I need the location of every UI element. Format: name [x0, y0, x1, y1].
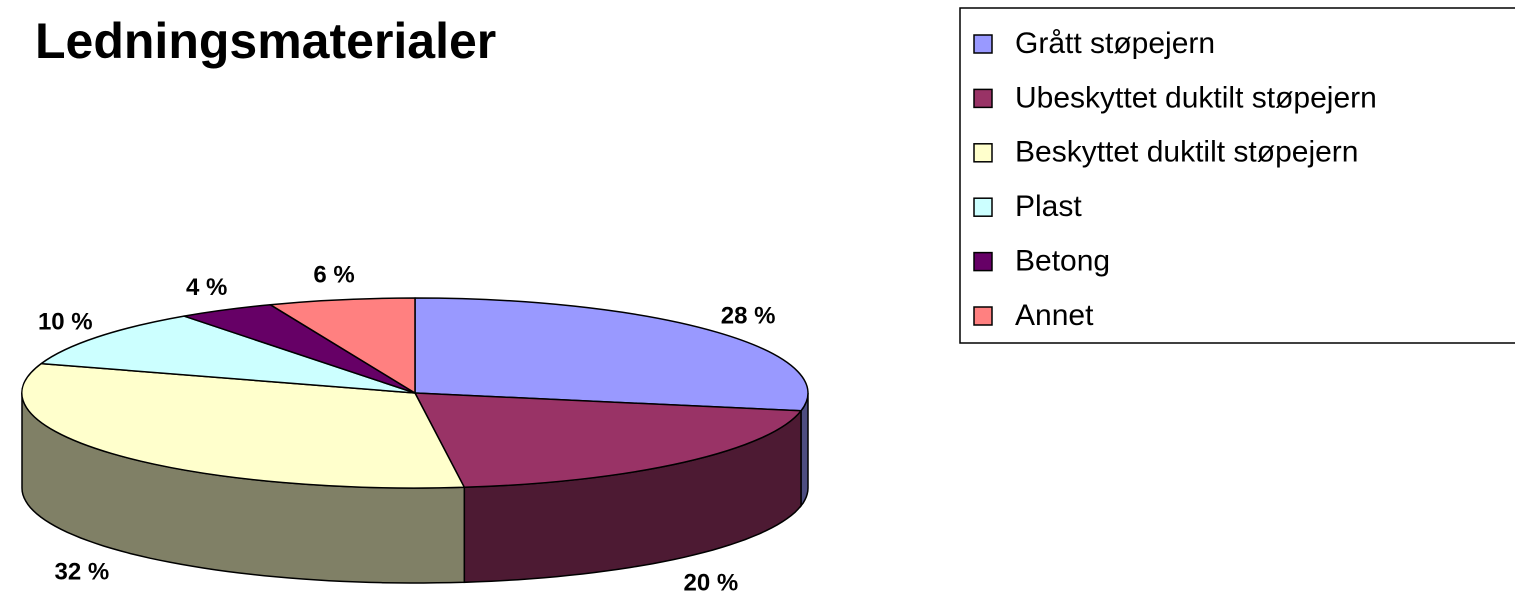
value-label: 6 %: [313, 262, 354, 289]
value-label: 20 %: [684, 569, 739, 596]
value-label: 28 %: [721, 303, 776, 330]
legend-swatch: [974, 198, 992, 216]
legend-swatch: [974, 35, 992, 53]
legend-label: Grått støpejern: [1015, 27, 1215, 60]
legend-swatch: [974, 144, 992, 162]
legend-label: Betong: [1015, 245, 1110, 278]
legend-label: Ubeskyttet duktilt støpejern: [1015, 81, 1377, 114]
chart-title: Ledningsmaterialer: [35, 13, 496, 69]
legend-label: Plast: [1015, 190, 1082, 223]
legend-swatch: [974, 89, 992, 107]
chart: Ledningsmaterialer 28 % 20 % 32 % 10 % 4 % 6 …: [0, 0, 1515, 598]
legend-swatch: [974, 253, 992, 271]
legend-label: Annet: [1015, 299, 1094, 332]
value-label: 32 %: [55, 559, 110, 586]
value-label: 10 %: [38, 309, 93, 336]
legend-swatch: [974, 307, 992, 325]
legend-label: Beskyttet duktilt støpejern: [1015, 136, 1358, 169]
value-label: 4 %: [186, 274, 227, 301]
